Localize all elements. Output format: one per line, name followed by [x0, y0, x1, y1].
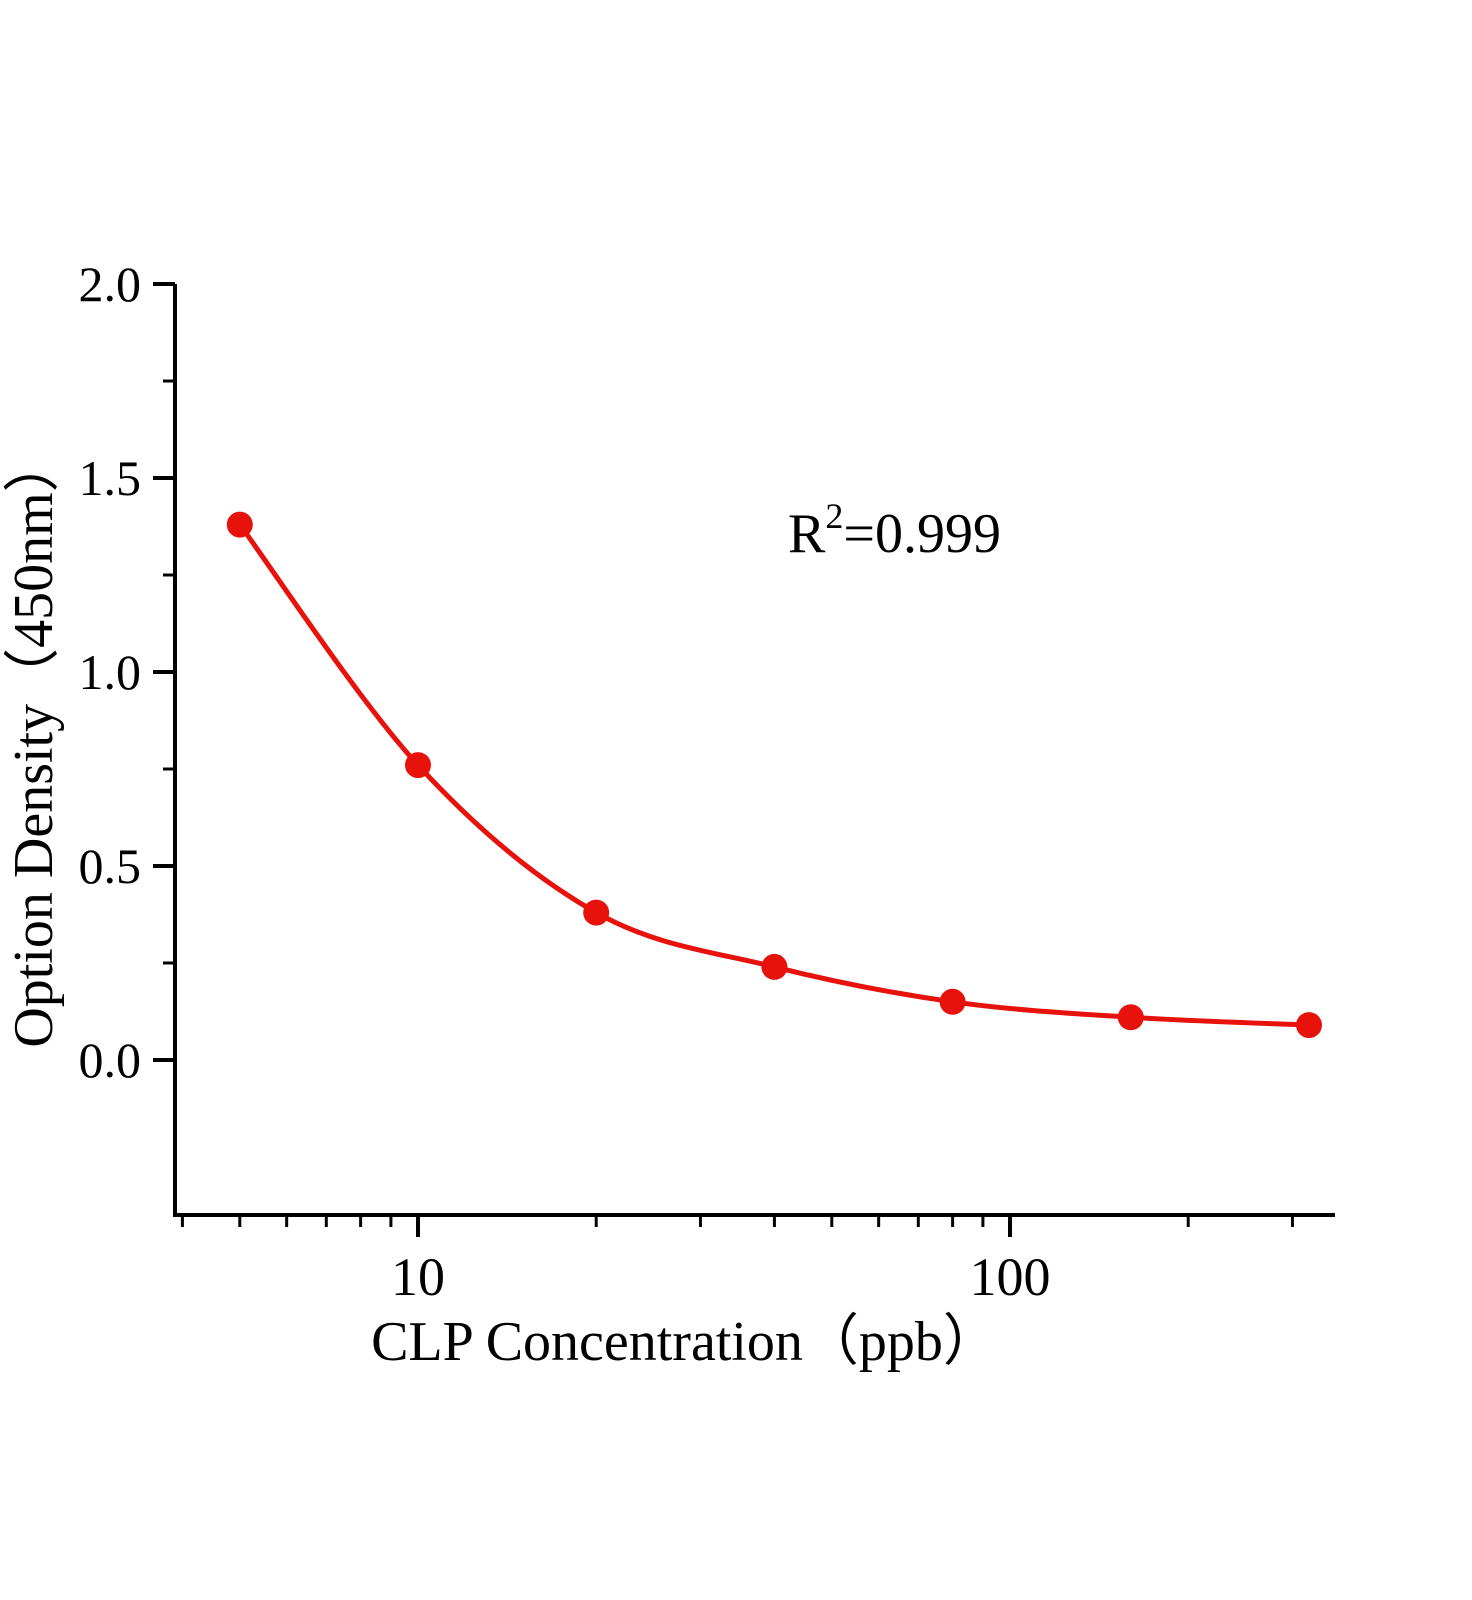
y-tick-label: 1.0 — [79, 644, 142, 700]
x-tick-label: 10 — [391, 1247, 445, 1307]
data-point — [226, 511, 253, 538]
y-tick-label: 0.5 — [79, 838, 142, 894]
r-squared-annotation: R2=0.999 — [788, 496, 1001, 565]
fit-curve — [237, 523, 1310, 1028]
y-tick-label: 0.0 — [79, 1032, 142, 1088]
y-axis-title: Option Density（450nm） — [3, 436, 65, 1047]
x-axis-title: CLP Concentration（ppb） — [371, 1311, 999, 1373]
y-tick-label: 1.5 — [79, 450, 142, 506]
y-tick-label: 2.0 — [79, 256, 142, 312]
data-point — [1296, 1012, 1322, 1039]
data-point — [1117, 1004, 1144, 1031]
data-point — [405, 752, 431, 779]
data-point — [761, 953, 788, 980]
data-point — [939, 988, 966, 1015]
x-tick-label: 100 — [970, 1247, 1051, 1307]
data-point — [583, 899, 610, 926]
